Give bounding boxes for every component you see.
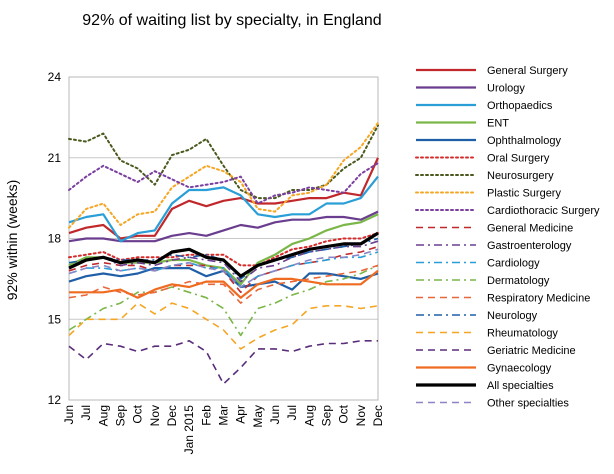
- legend-item: Respiratory Medicine: [416, 293, 590, 305]
- legend-label: Oral Surgery: [487, 153, 550, 165]
- legend: General Surgery Urology Orthopaedics ENT Oph…: [415, 65, 600, 410]
- legend-item: Rheumatology: [416, 328, 558, 340]
- y-tick-label: 18: [48, 232, 62, 246]
- series-line-all-specialties: [68, 231, 379, 278]
- legend-label: Neurosurgery: [487, 170, 554, 182]
- series-line-rheumatology: [68, 302, 379, 350]
- legend-item: Neurology: [416, 310, 538, 322]
- legend-label: Urology: [487, 83, 525, 95]
- x-tick-label: Oct: [337, 404, 351, 423]
- legend-label: Respiratory Medicine: [487, 293, 590, 305]
- y-tick-labels: 12 15 18 21 24: [48, 70, 62, 407]
- legend-label: Cardiology: [487, 258, 540, 270]
- x-tick-label: Dec: [165, 405, 179, 426]
- legend-item: Plastic Surgery: [415, 188, 561, 200]
- x-tick-label: Jul: [79, 405, 93, 420]
- series-line-cardiothoracic-surgery: [68, 162, 379, 205]
- series-line-geriatric-medicine: [68, 339, 378, 385]
- legend-label: All specialties: [487, 380, 554, 392]
- legend-item: Cardiology: [416, 258, 540, 270]
- x-tick-label: Sep: [114, 405, 128, 427]
- legend-label: Neurology: [487, 310, 538, 322]
- legend-label: Cardiothoracic Surgery: [487, 205, 600, 217]
- x-tick-label: Nov: [148, 405, 162, 426]
- series-line-general-surgery: [68, 157, 380, 240]
- series-line-gastroenterology: [68, 240, 379, 283]
- legend-item: Orthopaedics: [416, 100, 553, 112]
- series-line-other-specialties: [68, 248, 379, 288]
- x-tick-label: Jul: [285, 405, 299, 420]
- x-tick-label: Apr: [234, 405, 248, 424]
- legend-item: Geriatric Medicine: [416, 345, 576, 357]
- legend-label: Rheumatology: [487, 328, 558, 340]
- chart-title: 92% of waiting list by specialty, in Eng…: [82, 12, 381, 29]
- series-line-orthopaedics: [68, 175, 379, 243]
- y-axis-label: 92% within (weeks): [4, 180, 20, 301]
- x-tick-label: Mar: [217, 405, 231, 426]
- legend-item: General Medicine: [416, 223, 573, 235]
- series-line-plastic-surgery: [68, 121, 379, 229]
- y-tick-label: 12: [48, 393, 62, 407]
- legend-item: Dermatology: [416, 275, 550, 287]
- legend-item: Gastroenterology: [416, 240, 572, 252]
- x-tick-label: Sep: [320, 405, 334, 427]
- series-layer: [68, 121, 380, 385]
- series-line-oral-surgery: [68, 232, 379, 267]
- legend-label: General Surgery: [487, 65, 568, 77]
- series-line-dermatology: [68, 264, 379, 337]
- legend-label: ENT: [487, 118, 509, 130]
- legend-item: General Surgery: [416, 65, 568, 77]
- legend-item: All specialties: [416, 380, 554, 392]
- legend-label: Ophthalmology: [487, 135, 561, 147]
- legend-label: Plastic Surgery: [487, 188, 561, 200]
- series-line-respiratory-medicine: [68, 264, 379, 304]
- legend-item: Neurosurgery: [415, 170, 554, 182]
- x-tick-labels: Jun Jul Aug Sep Oct Nov Dec Jan 2015 Feb Mar Apr Ma…: [62, 404, 385, 454]
- legend-label: General Medicine: [487, 223, 573, 235]
- x-tick-label: May: [251, 405, 265, 428]
- x-tick-label: Oct: [131, 404, 145, 423]
- legend-label: Orthopaedics: [487, 100, 553, 112]
- y-tick-label: 24: [48, 70, 62, 84]
- y-tick-label: 15: [48, 312, 62, 326]
- legend-item: ENT: [416, 118, 509, 130]
- x-tick-label: Jun: [62, 405, 76, 424]
- legend-item: Cardiothoracic Surgery: [415, 205, 600, 217]
- legend-item: Oral Surgery: [415, 153, 550, 165]
- series-line-cardiology: [68, 251, 379, 288]
- legend-label: Gastroenterology: [487, 240, 572, 252]
- x-tick-label: Feb: [199, 405, 213, 426]
- x-tick-label: Aug: [302, 405, 316, 426]
- x-tick-label: Dec: [371, 405, 385, 426]
- legend-item: Other specialties: [416, 398, 569, 410]
- legend-item: Urology: [416, 83, 525, 95]
- legend-label: Other specialties: [487, 398, 569, 410]
- series-line-gynaecology: [69, 269, 379, 299]
- x-tick-label: Jun: [268, 405, 282, 424]
- x-tick-label: Nov: [354, 405, 368, 426]
- legend-item: Ophthalmology: [416, 135, 561, 147]
- legend-label: Dermatology: [487, 275, 550, 287]
- x-tick-label: Jan 2015: [182, 405, 196, 455]
- legend-item: Gynaecology: [416, 363, 552, 375]
- legend-label: Geriatric Medicine: [487, 345, 576, 357]
- x-tick-label: Aug: [96, 405, 110, 426]
- legend-label: Gynaecology: [487, 363, 552, 375]
- y-tick-label: 21: [48, 151, 62, 165]
